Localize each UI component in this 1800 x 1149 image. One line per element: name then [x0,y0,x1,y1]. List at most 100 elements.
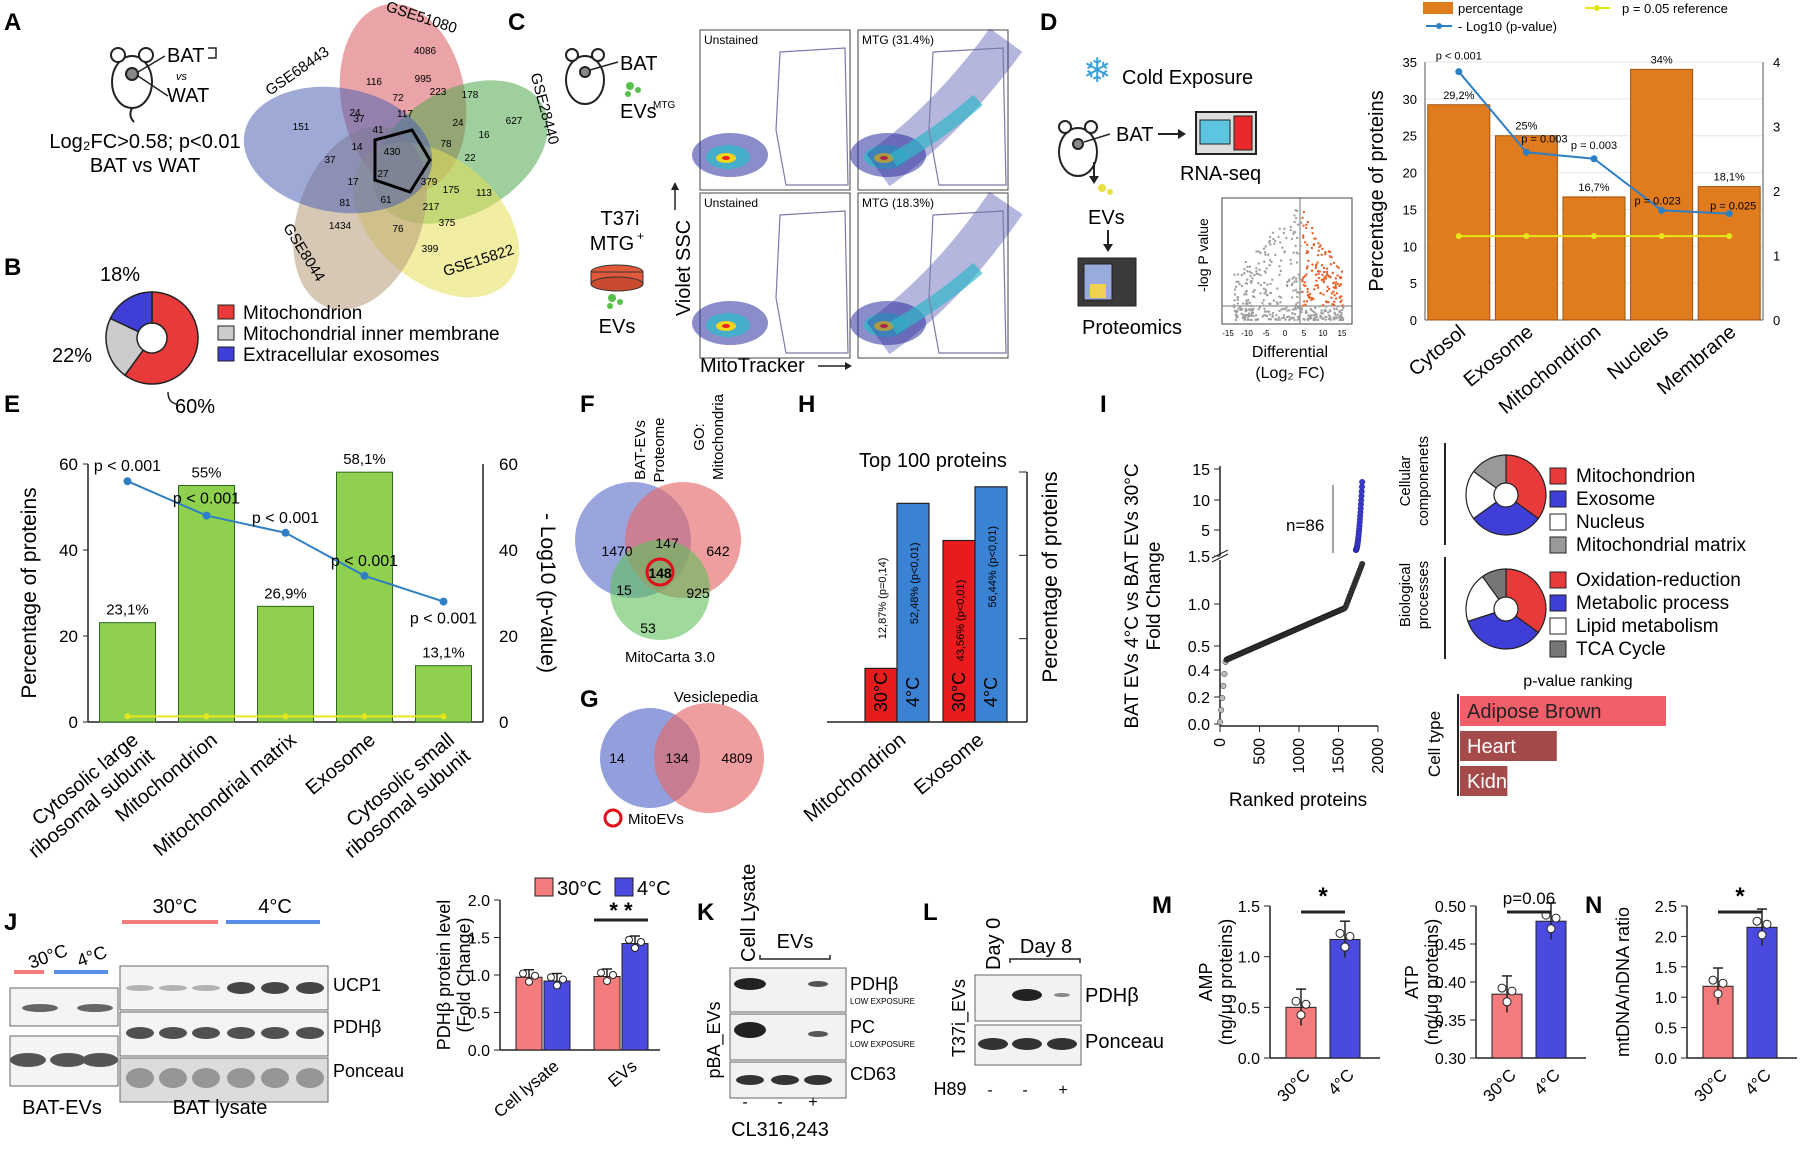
volcano-point [1270,260,1273,264]
volcano-point [1290,237,1294,241]
evs-label: EVs [620,101,657,123]
flow-plot-label: MTG (31.4%) [862,33,934,47]
y-tick-label: 1.5 [1655,960,1677,977]
volcano-point [1340,313,1343,316]
volcano-point [1241,302,1245,305]
volcano-point [1268,235,1272,239]
pie-slice [1505,568,1547,634]
volcano-point [1271,314,1274,317]
venn-count: 995 [415,74,432,85]
volcano-point [1337,266,1340,269]
western-blot [729,967,847,1099]
blot-band [159,1027,187,1039]
blot-band [10,1053,46,1067]
volcano-point [1306,317,1310,320]
volcano-point [1259,251,1262,255]
panel-c: C BAT EVs MTG T37i MTG + EVs Violet SSC … [508,9,1023,377]
volcano-point [1240,312,1243,316]
legend-label: Mitochondrial matrix [1576,535,1746,556]
volcano-point [1305,300,1309,303]
y-tick-label: 15 [1192,462,1210,479]
y-tick-label: 1.0 [1188,597,1210,614]
legend-marker [1436,23,1442,29]
volcano-point [1295,261,1299,264]
y2-tick-label: 1 [1773,249,1780,264]
venn-circle [610,540,710,640]
reference-point [1726,233,1733,240]
x-tick-label: 500 [1252,738,1269,765]
blot-frame [729,967,847,1013]
volcano-point [1332,316,1335,319]
blot-band [159,985,187,991]
wat-label: WAT [167,85,209,107]
pct-label: 60% [175,396,215,418]
data-point [1502,997,1512,1007]
volcano-point [1285,306,1288,309]
pvalue-label: p < 0.001 [94,458,161,475]
panel-l: L Day 0 Day 8 T37i_EVs PDHβ Ponceau H89 … [923,899,1164,1099]
blot-band [82,1053,118,1067]
volcano-point [1245,309,1248,312]
volcano-point [1331,302,1334,306]
volcano-point [1272,299,1275,302]
x-tick-label: 0 [1212,738,1229,747]
pvalue-point [1455,68,1463,76]
y2-tick-label: 2 [1773,184,1780,199]
pie-chart [105,291,199,385]
blot-band [978,1038,1008,1050]
volcano-point [1334,277,1337,280]
volcano-point [1341,318,1345,322]
bar [336,471,393,723]
treatment-label: H89 [933,1079,966,1099]
y-tick-label: 0.0 [468,1043,490,1060]
volcano-point [1277,235,1280,238]
legend-swatch [534,877,554,897]
volcano-point [1320,264,1324,267]
data-point [597,968,605,977]
blot-band [126,985,154,991]
volcano-point [1289,258,1292,262]
y2-tick-label: 3 [1773,120,1780,135]
volcano-point [1291,312,1294,315]
blot-band [771,1075,799,1085]
volcano-point [1311,310,1315,313]
bar-chart-mtdna: 0.0 0.5 1.0 1.5 2.0 2.5 30°C 4°C * mtDNA/nDNA rat… [1613,883,1797,1106]
venn-count: 399 [422,244,439,255]
panel-letter: C [508,9,525,36]
ranking-bar [1460,696,1666,726]
bar-value-label: 16,7% [1578,182,1609,194]
pvalue-label: p = 0.003 [1571,140,1617,152]
volcano-point [1314,284,1317,287]
volcano-point [1310,226,1314,230]
panel-letter: K [697,899,715,926]
volcano-point [1263,307,1266,311]
volcano-point [1296,252,1299,255]
volcano-point [1294,244,1297,248]
volcano-point [1269,291,1272,295]
y-tick-label: 1.0 [1238,950,1260,967]
blot-band [227,982,255,994]
volcano-point [1324,309,1328,312]
data-point [1718,978,1728,988]
volcano-point [1298,314,1302,317]
volcano-point [1278,227,1281,230]
volcano-tick: 15 [1338,329,1347,338]
volcano-plot: -15 -10 -5 0 5 10 15 [1221,197,1353,338]
bat-label: BAT [620,53,657,75]
volcano-point [1236,314,1239,317]
volcano-point [1337,316,1341,319]
band-label: PDHβ [850,974,898,994]
volcano-point [1322,270,1326,274]
y2-axis-label: - Log10 (p-value) [536,513,559,673]
venn-count: 78 [440,139,452,150]
flow-gate [775,47,849,186]
blot-band [734,978,766,990]
volcano-point [1268,313,1272,316]
volcano-point [1251,295,1255,298]
volcano-point [1327,314,1331,317]
volcano-point [1338,275,1342,279]
data-point [631,944,639,952]
y-tick-label: 20 [1403,166,1417,181]
